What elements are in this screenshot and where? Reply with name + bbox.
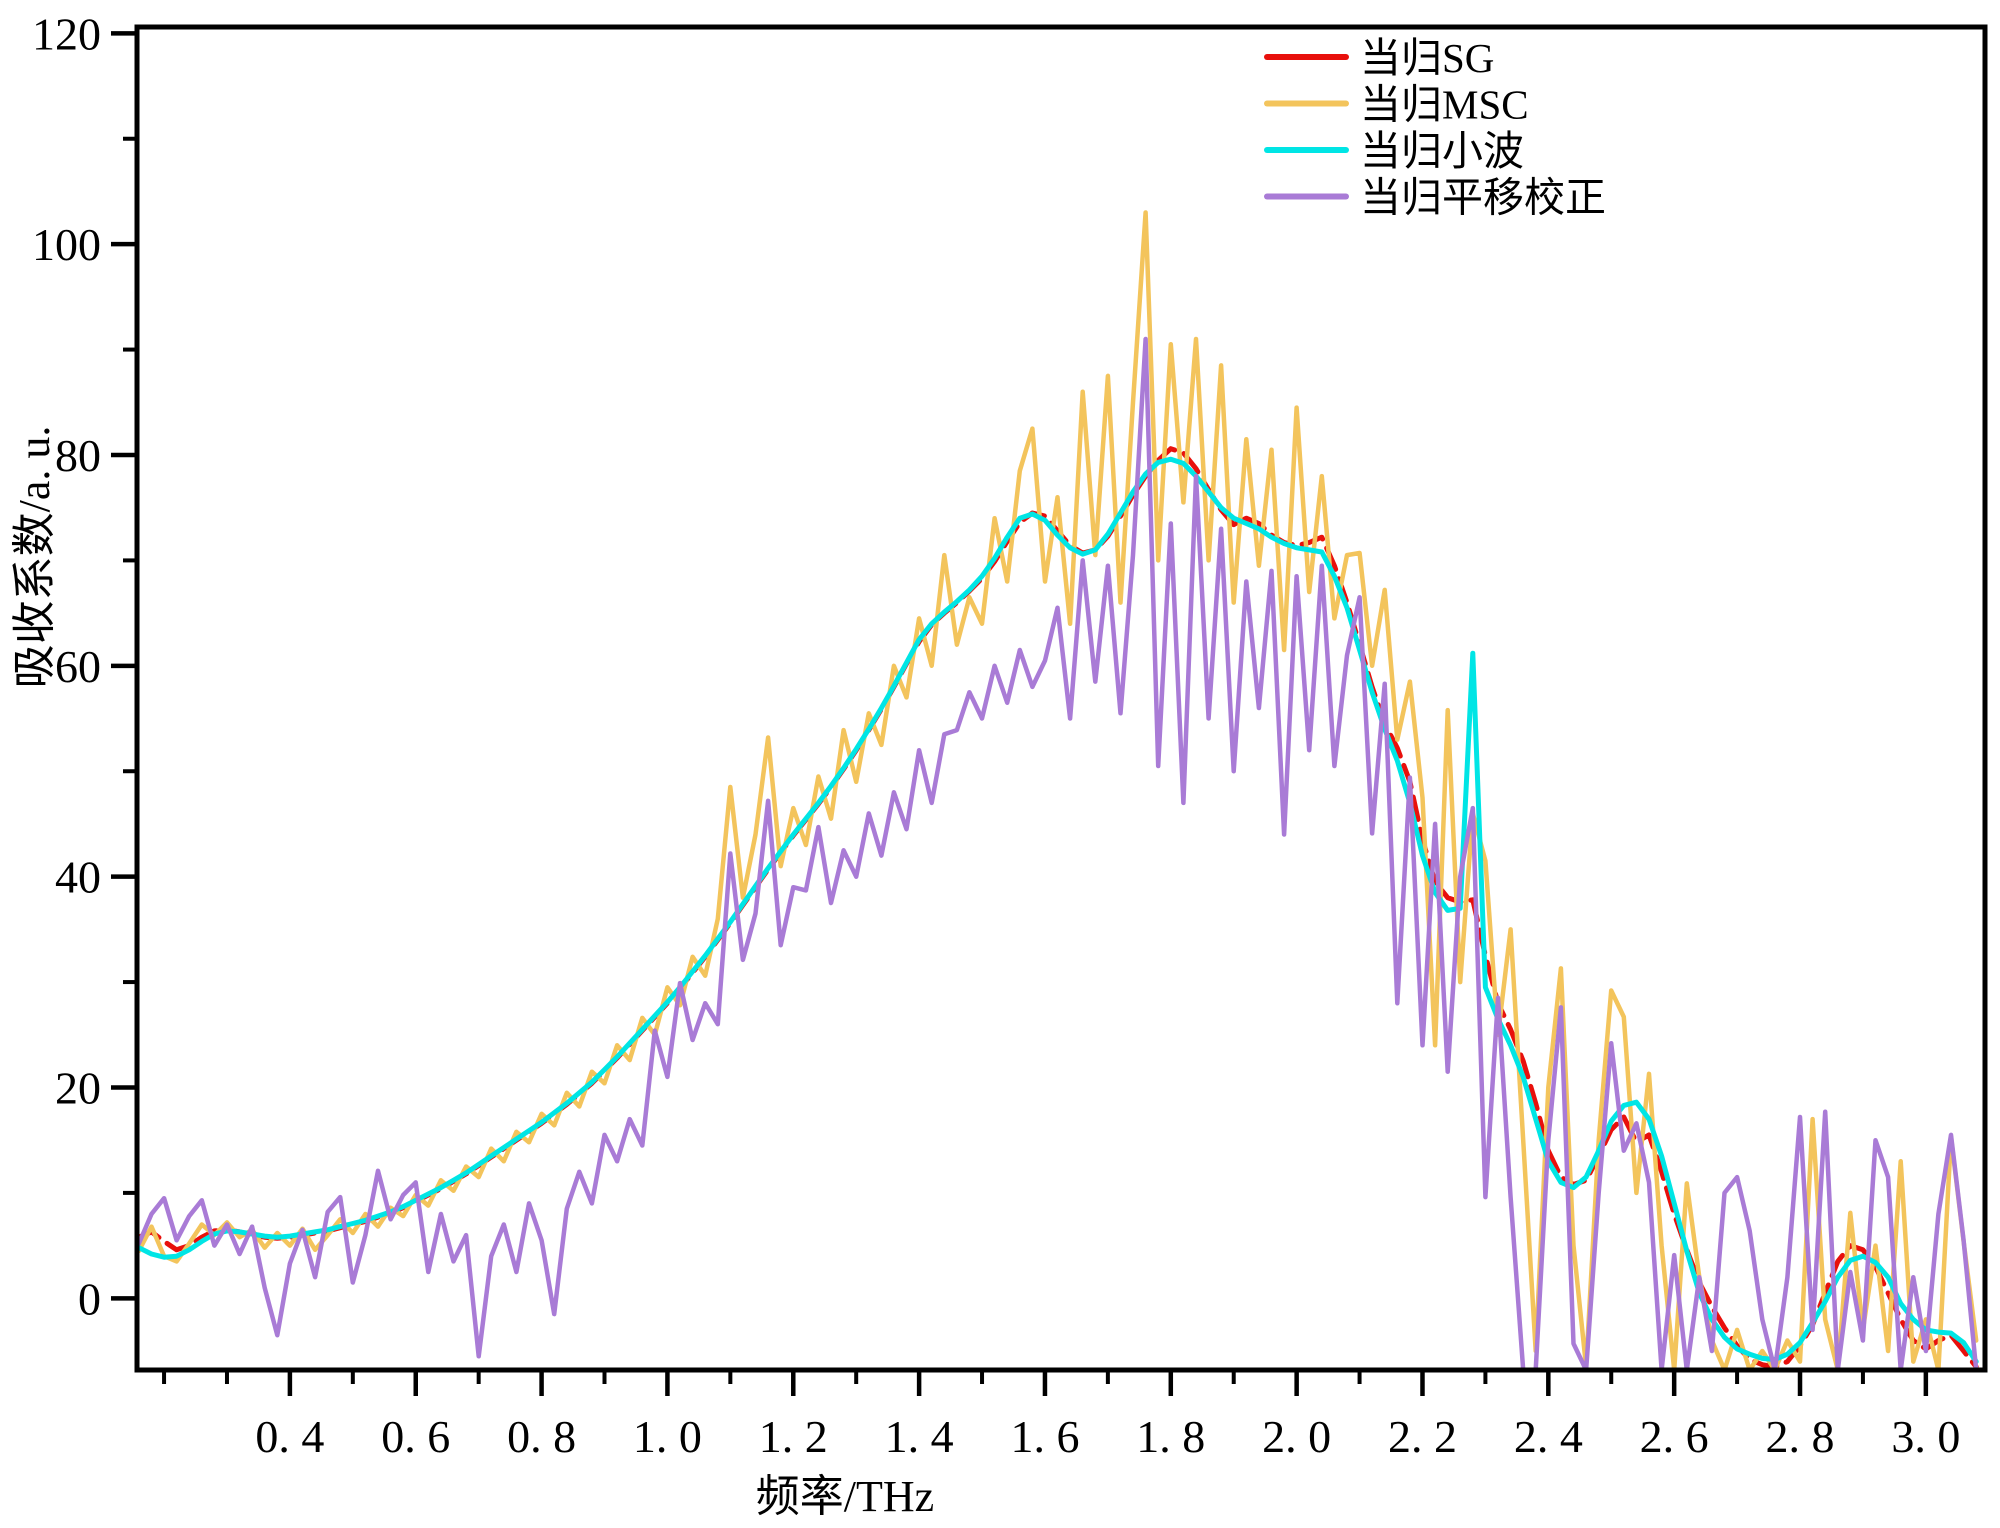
x-tick-label: 1. 4 — [885, 1411, 954, 1462]
x-tick-label: 3. 0 — [1891, 1411, 1960, 1462]
x-tick-label: 2. 8 — [1766, 1411, 1835, 1462]
x-axis-title: 频率/THz — [755, 1472, 935, 1521]
x-tick-label: 2. 2 — [1388, 1411, 1457, 1462]
series-line-2 — [136, 456, 1979, 1365]
y-tick-label: 60 — [55, 641, 101, 692]
series-line-0 — [136, 446, 1979, 1370]
x-tick-label: 2. 6 — [1640, 1411, 1709, 1462]
legend-label-1: 当归MSC — [1360, 82, 1529, 128]
y-tick-label: 40 — [55, 852, 101, 903]
x-tick-label: 1. 0 — [633, 1411, 702, 1462]
y-tick-label: 120 — [32, 8, 101, 59]
x-tick-label: 0. 6 — [381, 1411, 450, 1462]
legend-label-2: 当归小波 — [1360, 128, 1524, 174]
x-tick-label: 1. 6 — [1010, 1411, 1079, 1462]
y-tick-label: 0 — [78, 1273, 101, 1324]
axes-spine — [134, 24, 1988, 1373]
y-tick-label: 20 — [55, 1062, 101, 1113]
legend-label-3: 当归平移校正 — [1360, 175, 1606, 221]
series-line-1 — [136, 210, 1979, 1373]
x-tick-label: 2. 4 — [1514, 1411, 1583, 1462]
y-tick-label: 80 — [55, 430, 101, 481]
x-tick-label: 1. 2 — [759, 1411, 828, 1462]
x-tick-label: 0. 8 — [507, 1411, 576, 1462]
y-tick-label: 100 — [32, 219, 101, 270]
x-tick-label: 1. 8 — [1136, 1411, 1205, 1462]
x-tick-label: 2. 0 — [1262, 1411, 1331, 1462]
series-line-3 — [136, 336, 1979, 1373]
legend-label-0: 当归SG — [1360, 35, 1494, 81]
y-axis-title: 吸收系数/a. u. — [10, 425, 59, 689]
x-tick-label: 0. 4 — [255, 1411, 324, 1462]
